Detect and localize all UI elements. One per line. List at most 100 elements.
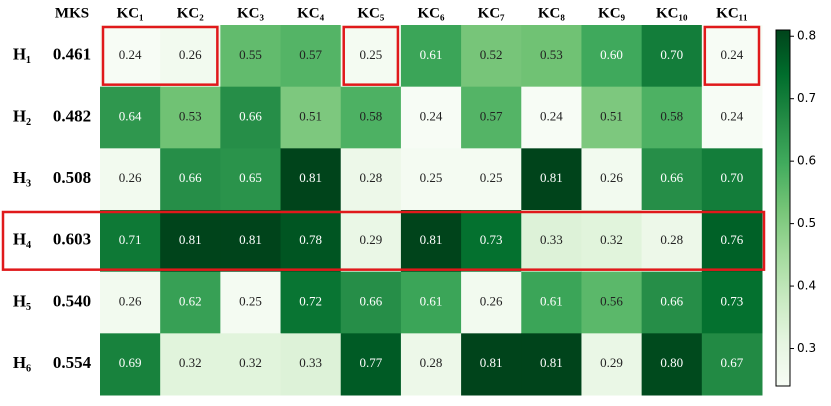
cell-label: 0.26 <box>119 170 142 185</box>
highlight-box <box>1 210 766 271</box>
cell <box>521 271 582 334</box>
cell <box>100 210 161 273</box>
cell <box>521 148 582 211</box>
cell <box>100 86 161 149</box>
column-label: KC₄ <box>297 5 325 21</box>
cell-label: 0.24 <box>721 47 744 62</box>
cell-label: 0.24 <box>540 108 563 123</box>
cell <box>581 25 643 88</box>
cell <box>701 25 763 88</box>
cell-label: 0.76 <box>721 232 744 247</box>
cell <box>400 25 462 88</box>
cell <box>701 148 763 211</box>
row-label: H₆ <box>13 353 31 372</box>
cell <box>581 271 643 334</box>
cell-label: 0.73 <box>721 293 744 308</box>
cell-label: 0.24 <box>721 108 744 123</box>
cell <box>521 333 582 396</box>
cell <box>400 86 462 149</box>
cell-label: 0.67 <box>721 355 744 370</box>
cell-label: 0.81 <box>179 232 202 247</box>
cell-label: 0.57 <box>299 47 322 62</box>
cell <box>461 86 522 149</box>
cell <box>280 25 342 88</box>
column-label: KC₁ <box>117 5 144 21</box>
cell <box>100 333 161 396</box>
highlight-box <box>101 25 219 86</box>
cell <box>280 333 342 396</box>
colorbar <box>775 29 791 387</box>
cell <box>340 25 402 88</box>
cell-label: 0.51 <box>600 108 623 123</box>
cell <box>280 210 342 273</box>
mks-value: 0.508 <box>53 168 91 187</box>
cell-label: 0.26 <box>600 170 623 185</box>
row-label: H₁ <box>13 45 31 64</box>
colorbar-tick-label: 0.6 <box>797 154 816 168</box>
mks-value: 0.540 <box>53 291 91 310</box>
cell-label: 0.53 <box>179 108 202 123</box>
cell <box>461 148 522 211</box>
cell-label: 0.56 <box>600 293 623 308</box>
cell <box>641 210 703 273</box>
cell-label: 0.61 <box>420 293 443 308</box>
cell-label: 0.29 <box>600 355 623 370</box>
cell-label: 0.61 <box>540 293 563 308</box>
cell <box>701 333 763 396</box>
cell <box>641 148 703 211</box>
cell <box>581 210 643 273</box>
cell <box>581 86 643 149</box>
cell-label: 0.25 <box>480 170 503 185</box>
cell-label: 0.26 <box>119 293 142 308</box>
cell-label: 0.25 <box>420 170 443 185</box>
cell <box>641 271 703 334</box>
cell <box>641 25 703 88</box>
cell-label: 0.28 <box>420 355 443 370</box>
cell <box>160 271 221 334</box>
cell <box>340 271 402 334</box>
cell-label: 0.25 <box>359 47 382 62</box>
cell <box>220 25 282 88</box>
cell <box>701 210 763 273</box>
cell <box>160 333 221 396</box>
cell-label: 0.25 <box>239 293 262 308</box>
cell <box>581 333 643 396</box>
cell <box>340 148 402 211</box>
cell-label: 0.26 <box>179 47 202 62</box>
cell-label: 0.80 <box>660 355 683 370</box>
cell-label: 0.73 <box>480 232 503 247</box>
cell-label: 0.28 <box>660 232 683 247</box>
cell <box>400 210 462 273</box>
column-label: KC₇ <box>478 5 506 21</box>
cell-label: 0.81 <box>540 170 563 185</box>
cell <box>160 148 221 211</box>
cell <box>280 148 342 211</box>
cell <box>100 271 161 334</box>
cell-label: 0.60 <box>600 47 623 62</box>
cell-label: 0.66 <box>359 293 382 308</box>
cell-label: 0.32 <box>600 232 623 247</box>
mks-value: 0.461 <box>53 45 91 64</box>
highlight-box <box>703 25 761 86</box>
cell-label: 0.58 <box>660 108 683 123</box>
cell <box>220 333 282 396</box>
cell-label: 0.66 <box>239 108 262 123</box>
cell-label: 0.58 <box>359 108 382 123</box>
cell-label: 0.29 <box>359 232 382 247</box>
cell <box>521 86 582 149</box>
cell <box>280 271 342 334</box>
colorbar-tick-label: 0.4 <box>797 279 816 293</box>
cell-label: 0.28 <box>359 170 382 185</box>
cell-label: 0.53 <box>540 47 563 62</box>
mks-title: MKS <box>55 5 89 21</box>
mks-value: 0.482 <box>53 106 91 125</box>
cell-label: 0.72 <box>299 293 322 308</box>
cell-label: 0.57 <box>480 108 503 123</box>
cell <box>220 86 282 149</box>
cell <box>641 333 703 396</box>
cell <box>100 25 161 88</box>
colorbar-tick-label: 0.7 <box>797 91 816 105</box>
cell <box>521 25 582 88</box>
cell <box>160 210 221 273</box>
colorbar-tick-label: 0.8 <box>797 29 816 43</box>
